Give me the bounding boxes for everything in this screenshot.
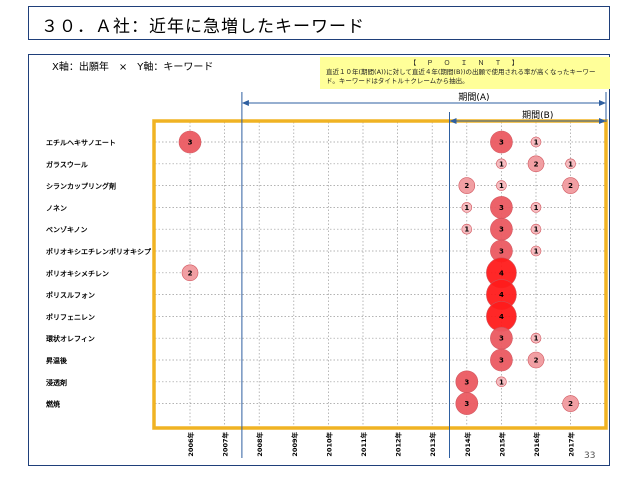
bubble <box>530 245 542 257</box>
bubble-count-label: 2 <box>534 160 539 168</box>
bubble-count-label: 3 <box>499 226 504 234</box>
chart-panel <box>28 54 610 466</box>
period-a-arrow-head-left <box>241 100 249 106</box>
bubble-count-label: 3 <box>499 139 504 147</box>
bubble <box>530 223 542 235</box>
bubble <box>527 155 545 173</box>
bubble <box>527 351 545 369</box>
y-tick-label: ポリフェニレン <box>46 312 95 321</box>
bubble <box>530 136 542 148</box>
y-tick-label: ベンゾキノン <box>46 225 88 234</box>
bubble-count-label: 2 <box>534 357 539 365</box>
point-body: 直近１０年(期間(A))に対して直近４年(期間(B))の出願で使用される率が高く… <box>326 67 596 85</box>
period-b-arrow-head-right <box>599 118 606 124</box>
bubble-count-label: 4 <box>499 269 504 277</box>
bubble <box>496 180 507 191</box>
bubble-count-label: 1 <box>534 139 539 147</box>
bubble-count-label: 2 <box>464 182 469 190</box>
y-tick-label: エチルヘキサノエート <box>46 139 116 147</box>
y-tick-label: シランカップリング剤 <box>46 182 116 191</box>
bubble <box>178 130 202 154</box>
bubble-count-label: 1 <box>534 248 539 256</box>
page-number: 33 <box>584 451 596 461</box>
y-tick-label: ポリオキシメチレン <box>46 269 109 278</box>
bubble-count-label: 3 <box>499 357 504 365</box>
bubble-count-label: 2 <box>188 269 193 277</box>
bubble-count-label: 3 <box>499 204 504 212</box>
bubble-count-label: 2 <box>568 400 573 408</box>
y-tick-label: 環状オレフィン <box>46 334 95 343</box>
bubble <box>562 395 579 412</box>
y-tick-label: ポリオキシエチレンポリオキシプ <box>46 247 152 256</box>
y-tick-label: ポリスルフォン <box>46 291 95 300</box>
bubble-count-label: 1 <box>534 335 539 343</box>
x-tick-label: 2008年 <box>255 432 264 457</box>
period-b-arrow-head-left <box>449 118 457 124</box>
y-tick-label: ノネン <box>46 204 67 212</box>
bubble <box>490 130 513 154</box>
y-tick-label: 昇温後 <box>46 356 68 365</box>
bubble <box>496 158 507 170</box>
bubble <box>490 348 513 372</box>
bubble <box>181 264 199 282</box>
x-tick-label: 2015年 <box>497 432 506 457</box>
x-tick-label: 2010年 <box>324 432 333 457</box>
x-tick-label: 2016年 <box>532 432 541 457</box>
bubble-count-label: 1 <box>464 204 469 212</box>
x-tick-label: 2017年 <box>567 432 576 457</box>
bubble-count-label: 3 <box>464 378 469 386</box>
point-note: 【 Ｐ Ｏ Ｉ Ｎ Ｔ 】 直近１０年(期間(A))に対して直近４年(期間(B)… <box>320 57 610 89</box>
y-tick-label: 燃焼 <box>45 400 60 409</box>
x-tick-label: 2007年 <box>221 432 230 457</box>
bubble-count-label: 3 <box>188 139 193 147</box>
bubble-count-label: 1 <box>534 204 539 212</box>
period-b-label: 期間(B) <box>522 110 553 121</box>
point-heading: 【 Ｐ Ｏ Ｉ Ｎ Ｔ 】 <box>409 59 521 67</box>
bubble <box>565 158 576 170</box>
x-tick-label: 2009年 <box>290 432 299 457</box>
x-tick-label: 2006年 <box>186 432 195 457</box>
bubble-count-label: 3 <box>499 248 504 256</box>
bubble-count-label: 1 <box>499 160 504 168</box>
plot-frame <box>152 119 608 430</box>
bubble-count-label: 4 <box>499 291 504 299</box>
y-tick-label: 浸透剤 <box>46 378 67 387</box>
axis-caption: X軸：出願年 × Y軸：キーワード <box>52 62 214 73</box>
bubble-count-label: 3 <box>464 400 469 408</box>
bubble <box>461 202 473 213</box>
bubble-count-label: 1 <box>534 226 539 234</box>
bubble <box>461 223 473 235</box>
bubble-count-label: 1 <box>568 160 573 168</box>
page-title: ３０．Ａ社：近年に急増したキーワード <box>41 17 365 37</box>
bubble-count-label: 1 <box>499 182 504 190</box>
bubble-count-label: 3 <box>499 335 504 343</box>
bubble <box>458 177 476 194</box>
bubble-count-label: 4 <box>499 313 504 321</box>
bubble <box>455 392 479 415</box>
bubble <box>530 202 542 213</box>
bubble <box>562 177 579 194</box>
y-tick-label: ガラスウール <box>46 160 88 169</box>
period-a-arrow-head-right <box>599 100 606 106</box>
bubble-count-label: 2 <box>568 182 573 190</box>
bubble <box>496 376 507 388</box>
x-tick-label: 2013年 <box>428 432 437 457</box>
title-box: ３０．Ａ社：近年に急増したキーワード <box>28 6 610 40</box>
x-tick-label: 2014年 <box>463 432 472 457</box>
bubble-count-label: 1 <box>499 378 504 386</box>
bubble-count-label: 1 <box>464 226 469 234</box>
period-a-label: 期間(A) <box>458 92 489 103</box>
x-tick-label: 2012年 <box>394 432 403 457</box>
x-tick-label: 2011年 <box>359 432 368 457</box>
bubble <box>530 332 542 344</box>
